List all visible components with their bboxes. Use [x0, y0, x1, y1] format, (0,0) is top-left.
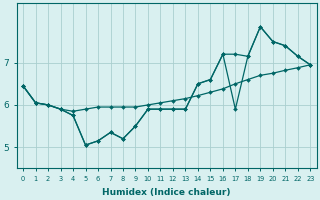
- X-axis label: Humidex (Indice chaleur): Humidex (Indice chaleur): [102, 188, 231, 197]
